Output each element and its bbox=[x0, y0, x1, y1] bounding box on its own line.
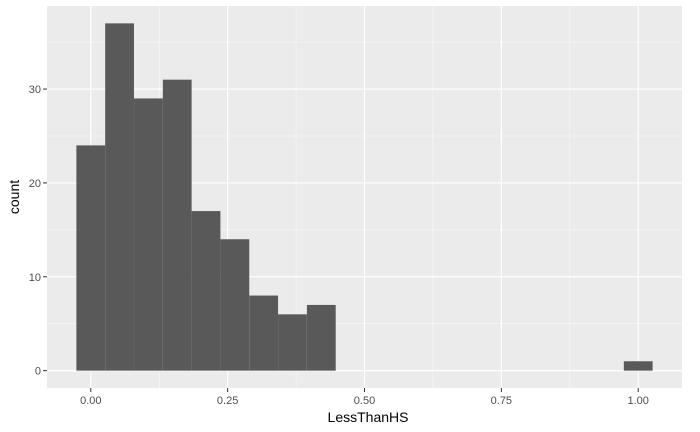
histogram-bar bbox=[191, 211, 221, 371]
x-tick-label: 0.75 bbox=[491, 395, 512, 407]
x-tick-label: 0.00 bbox=[80, 395, 101, 407]
x-axis: 0.00 0.25 0.50 0.75 1.00 bbox=[80, 388, 649, 407]
y-axis-title: count bbox=[6, 180, 22, 214]
y-tick-label: 30 bbox=[29, 84, 41, 96]
y-tick-label: 0 bbox=[35, 366, 41, 378]
x-tick-label: 0.50 bbox=[354, 395, 375, 407]
histogram-bar bbox=[76, 145, 106, 371]
histogram-bar bbox=[249, 295, 279, 371]
histogram-bar bbox=[134, 98, 163, 371]
y-tick-label: 10 bbox=[29, 272, 41, 284]
histogram-bar bbox=[278, 314, 307, 371]
x-axis-title: LessThanHS bbox=[328, 409, 409, 425]
histogram-bar bbox=[105, 23, 134, 371]
histogram-bar bbox=[162, 79, 192, 371]
histogram-bar bbox=[306, 304, 336, 371]
x-tick-label: 1.00 bbox=[627, 395, 648, 407]
y-axis: 0 10 20 30 bbox=[29, 84, 47, 378]
y-tick-label: 20 bbox=[29, 178, 41, 190]
x-tick-label: 0.25 bbox=[217, 395, 238, 407]
histogram-bar bbox=[220, 239, 250, 371]
histogram-bar bbox=[623, 361, 653, 371]
histogram-bars bbox=[76, 23, 653, 371]
